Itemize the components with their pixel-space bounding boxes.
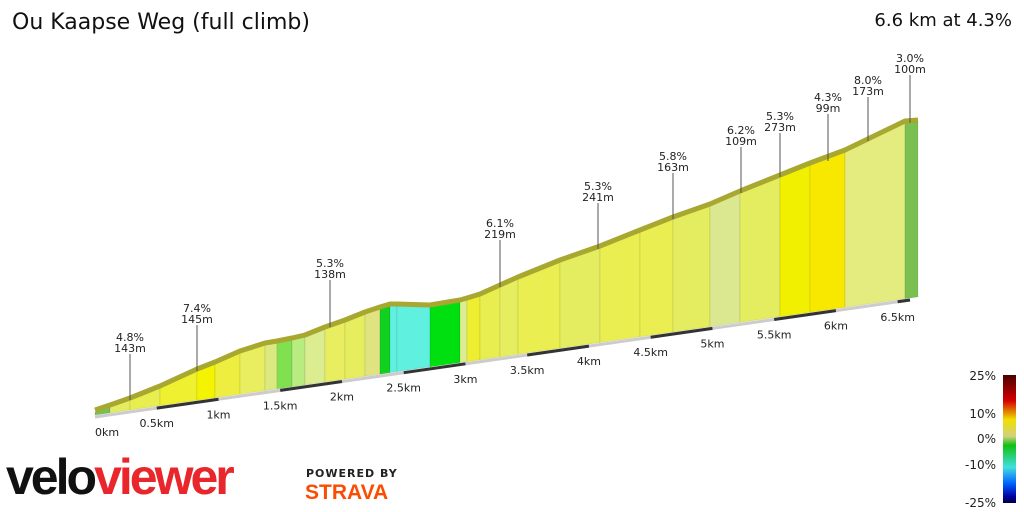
- profile-segment: [672, 205, 711, 333]
- distance-baseline: [94, 298, 911, 419]
- profile-segment: [466, 295, 481, 363]
- x-tick-label: 1.5km: [263, 399, 298, 412]
- km-band: [156, 397, 219, 410]
- profile-segment: [291, 336, 306, 388]
- annotation-length: 145m: [181, 313, 213, 326]
- profile-segment: [739, 176, 781, 323]
- profile-segment: [129, 387, 161, 411]
- annotation-length: 163m: [657, 161, 689, 174]
- x-tick-label: 5.5km: [757, 329, 792, 342]
- profile-segment: [239, 344, 266, 395]
- profile-segment: [364, 308, 381, 377]
- annotation-length: 273m: [764, 121, 796, 134]
- x-tick-label: 5km: [700, 337, 724, 350]
- profile-segment: [276, 339, 293, 390]
- profile-segment: [709, 192, 741, 328]
- profile-segment: [214, 352, 241, 399]
- veloviewer-logo[interactable]: veloviewer: [6, 448, 235, 506]
- km-band: [403, 362, 466, 375]
- profile-segment: [429, 301, 461, 368]
- powered-by-label: POWERED BY: [306, 467, 398, 480]
- legend-label: -10%: [965, 458, 996, 472]
- x-tick-label: 0.5km: [139, 417, 174, 430]
- annotation-length: 109m: [725, 135, 757, 148]
- x-tick-label: 3.5km: [510, 364, 545, 377]
- profile-segment: [779, 164, 811, 318]
- profile-segment: [809, 151, 846, 313]
- km-band: [897, 298, 911, 304]
- annotation-grade: 5.8%: [659, 150, 687, 163]
- profile-segment: [324, 321, 346, 383]
- climb-summary: 6.6 km at 4.3%: [874, 10, 1012, 31]
- logo-velo: velo: [6, 449, 97, 505]
- annotation-grade: 5.3%: [316, 257, 344, 270]
- annotation-grade: 6.1%: [486, 217, 514, 230]
- profile-segment: [389, 305, 398, 374]
- profile-segment: [396, 305, 431, 373]
- profile-segment: [304, 328, 326, 386]
- annotation-length: 143m: [114, 342, 146, 355]
- km-band: [773, 309, 837, 321]
- profile-segment: [459, 299, 468, 364]
- profile-segment: [344, 313, 366, 380]
- strava-logo[interactable]: STRAVA: [305, 481, 389, 504]
- x-tick-label: 4.5km: [633, 346, 668, 359]
- annotation-grade: 3.0%: [896, 52, 924, 65]
- km-band: [650, 326, 713, 339]
- logo-viewer: viewer: [94, 449, 235, 505]
- x-tick-label: 0km: [95, 426, 119, 439]
- profile-segment: [479, 286, 501, 361]
- annotation-grade: 4.8%: [116, 331, 144, 344]
- annotation-length: 100m: [894, 63, 926, 76]
- annotation-grade: 5.3%: [766, 110, 794, 123]
- x-tick-label: 6km: [824, 320, 848, 333]
- annotation-length: 173m: [852, 85, 884, 98]
- legend-label: 25%: [969, 369, 996, 383]
- profile-segment: [94, 406, 111, 416]
- km-band: [526, 344, 590, 357]
- annotation-length: 99m: [816, 102, 841, 115]
- annotation-length: 219m: [484, 228, 516, 241]
- profile-segment: [379, 305, 391, 375]
- x-tick-label: 1km: [206, 408, 230, 421]
- profile-segment: [904, 121, 919, 300]
- annotation-length: 138m: [314, 268, 346, 281]
- annotation-grade: 7.4%: [183, 302, 211, 315]
- x-tick-label: 3km: [453, 373, 477, 386]
- profile-segment: [196, 363, 216, 401]
- profile-segment: [639, 218, 674, 338]
- profile-segment: [517, 261, 561, 355]
- annotation-grade: 4.3%: [814, 91, 842, 104]
- annotation-grade: 5.3%: [584, 180, 612, 193]
- annotation-grade: 8.0%: [854, 74, 882, 87]
- profile-segment: [844, 122, 906, 308]
- grade-color-legend: [1003, 375, 1016, 503]
- x-tick-label: 2km: [330, 391, 354, 404]
- x-tick-label: 2.5km: [386, 382, 421, 395]
- profile-segment: [159, 370, 198, 407]
- legend-label: 0%: [977, 432, 996, 446]
- profile-segment: [499, 278, 519, 358]
- x-tick-label: 4km: [577, 355, 601, 368]
- annotation-grade: 6.2%: [727, 124, 755, 137]
- profile-segment: [264, 342, 278, 392]
- profile-segment: [109, 399, 131, 414]
- legend-label: 10%: [969, 407, 996, 421]
- profile-top-edge: [94, 117, 919, 413]
- annotation-length: 241m: [582, 191, 614, 204]
- profile-segment: [599, 231, 641, 344]
- km-band: [280, 380, 343, 392]
- profile-segment: [559, 247, 601, 349]
- legend-label: -25%: [965, 496, 996, 510]
- page-title: Ou Kaapse Weg (full climb): [12, 10, 310, 35]
- x-tick-label: 6.5km: [880, 311, 915, 324]
